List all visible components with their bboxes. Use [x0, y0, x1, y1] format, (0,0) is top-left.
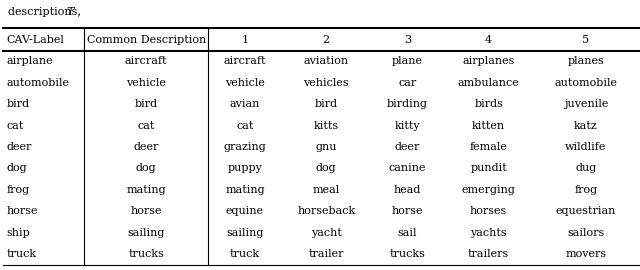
Text: cat: cat [236, 121, 253, 131]
Text: trucks: trucks [390, 249, 426, 259]
Text: sailing: sailing [127, 228, 165, 238]
Text: dog: dog [6, 163, 27, 173]
Text: yachts: yachts [470, 228, 507, 238]
Text: 2: 2 [323, 35, 330, 45]
Text: kitten: kitten [472, 121, 505, 131]
Text: sailing: sailing [227, 228, 264, 238]
Text: katz: katz [574, 121, 598, 131]
Text: vehicle: vehicle [225, 78, 265, 88]
Text: Common Description: Common Description [86, 35, 206, 45]
Text: automobile: automobile [554, 78, 617, 88]
Text: dog: dog [136, 163, 157, 173]
Text: yacht: yacht [311, 228, 342, 238]
Text: equine: equine [226, 206, 264, 216]
Text: truck: truck [6, 249, 36, 259]
Text: ship: ship [6, 228, 30, 238]
Text: movers: movers [565, 249, 606, 259]
Text: bird: bird [315, 99, 338, 109]
Text: deer: deer [134, 142, 159, 152]
Text: trailer: trailer [308, 249, 344, 259]
Text: frog: frog [574, 185, 597, 195]
Text: frog: frog [6, 185, 29, 195]
Text: airplane: airplane [6, 56, 53, 66]
Text: bird: bird [134, 99, 157, 109]
Text: deer: deer [395, 142, 420, 152]
Text: head: head [394, 185, 421, 195]
Text: horse: horse [392, 206, 423, 216]
Text: horses: horses [470, 206, 508, 216]
Text: equestrian: equestrian [556, 206, 616, 216]
Text: truck: truck [230, 249, 260, 259]
Text: sail: sail [397, 228, 417, 238]
Text: female: female [470, 142, 508, 152]
Text: canine: canine [388, 163, 426, 173]
Text: bird: bird [6, 99, 29, 109]
Text: aviation: aviation [304, 56, 349, 66]
Text: grazing: grazing [223, 142, 266, 152]
Text: dog: dog [316, 163, 337, 173]
Text: deer: deer [6, 142, 32, 152]
Text: birds: birds [474, 99, 503, 109]
Text: horseback: horseback [297, 206, 355, 216]
Text: CAV-Label: CAV-Label [6, 35, 64, 45]
Text: 5: 5 [582, 35, 589, 45]
Text: gnu: gnu [316, 142, 337, 152]
Text: sailors: sailors [567, 228, 604, 238]
Text: puppy: puppy [228, 163, 262, 173]
Text: aircraft: aircraft [125, 56, 168, 66]
Text: trucks: trucks [128, 249, 164, 259]
Text: wildlife: wildlife [565, 142, 607, 152]
Text: planes: planes [568, 56, 604, 66]
Text: cat: cat [138, 121, 155, 131]
Text: 1: 1 [241, 35, 248, 45]
Text: dug: dug [575, 163, 596, 173]
Text: birding: birding [387, 99, 428, 109]
Text: juvenile: juvenile [564, 99, 608, 109]
Text: avian: avian [230, 99, 260, 109]
Text: vehicles: vehicles [303, 78, 349, 88]
Text: kitty: kitty [395, 121, 420, 131]
Text: trailers: trailers [468, 249, 509, 259]
Text: horse: horse [131, 206, 162, 216]
Text: mating: mating [225, 185, 265, 195]
Text: airplanes: airplanes [463, 56, 515, 66]
Text: mating: mating [126, 185, 166, 195]
Text: pundit: pundit [470, 163, 507, 173]
Text: T: T [67, 7, 74, 17]
Text: automobile: automobile [6, 78, 69, 88]
Text: 3: 3 [404, 35, 411, 45]
Text: plane: plane [392, 56, 423, 66]
Text: cat: cat [6, 121, 24, 131]
Text: emerging: emerging [461, 185, 516, 195]
Text: 4: 4 [485, 35, 492, 45]
Text: kitts: kitts [314, 121, 339, 131]
Text: aircraft: aircraft [224, 56, 266, 66]
Text: ambulance: ambulance [458, 78, 520, 88]
Text: descriptions,: descriptions, [8, 7, 84, 17]
Text: car: car [398, 78, 417, 88]
Text: .: . [74, 7, 81, 17]
Text: meal: meal [312, 185, 340, 195]
Text: horse: horse [6, 206, 38, 216]
Text: vehicle: vehicle [126, 78, 166, 88]
